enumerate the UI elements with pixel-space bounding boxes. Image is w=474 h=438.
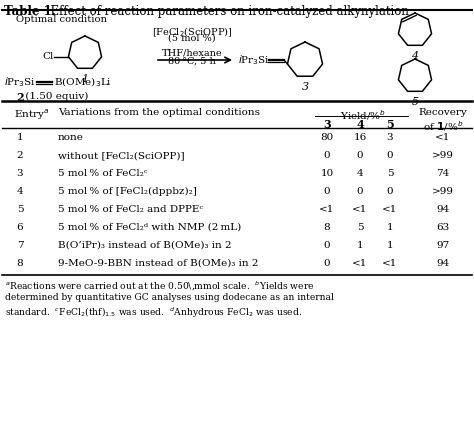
Text: 80: 80 (320, 133, 334, 142)
Text: 6: 6 (17, 223, 23, 232)
Text: standard.  $^c$FeCl$_2$(thf)$_{1.5}$ was used.  $^d$Anhydrous FeCl$_2$ was used.: standard. $^c$FeCl$_2$(thf)$_{1.5}$ was … (5, 306, 302, 321)
Text: >99: >99 (432, 187, 454, 196)
Text: 0: 0 (324, 151, 330, 160)
Text: 5: 5 (387, 169, 393, 178)
Text: 94: 94 (437, 205, 450, 214)
Text: 74: 74 (437, 169, 450, 178)
Text: 1: 1 (82, 74, 89, 84)
Text: [FeCl$_2$(SciOPP)]: [FeCl$_2$(SciOPP)] (152, 25, 232, 39)
Text: >99: >99 (432, 151, 454, 160)
Text: 2: 2 (16, 92, 24, 103)
Text: Variations from the optimal conditions: Variations from the optimal conditions (58, 108, 260, 117)
Text: Cl: Cl (42, 52, 54, 61)
Text: 3: 3 (323, 119, 331, 130)
Text: 63: 63 (437, 223, 450, 232)
Text: 1: 1 (17, 133, 23, 142)
Text: <1: <1 (383, 205, 398, 214)
Text: 5: 5 (386, 119, 394, 130)
Text: 80 °C, 5 h: 80 °C, 5 h (168, 57, 216, 66)
Text: 5: 5 (17, 205, 23, 214)
Text: 5 mol % of FeCl₂ᵈ with NMP (2 mL): 5 mol % of FeCl₂ᵈ with NMP (2 mL) (58, 223, 241, 232)
Text: 1: 1 (387, 223, 393, 232)
Text: B(OMe)$_3$Li: B(OMe)$_3$Li (54, 75, 112, 89)
Text: of $\mathbf{1}$/%$^b$: of $\mathbf{1}$/%$^b$ (423, 119, 463, 133)
Text: 5 mol % of FeCl₂ᶜ: 5 mol % of FeCl₂ᶜ (58, 169, 147, 178)
Text: 0: 0 (357, 187, 363, 196)
Text: 94: 94 (437, 259, 450, 268)
Text: 3: 3 (301, 82, 309, 92)
Text: 5 mol % of FeCl₂ and DPPEᶜ: 5 mol % of FeCl₂ and DPPEᶜ (58, 205, 203, 214)
Text: 0: 0 (357, 151, 363, 160)
Text: 16: 16 (354, 133, 366, 142)
Text: 0: 0 (324, 259, 330, 268)
Text: Table 1.: Table 1. (4, 5, 56, 18)
Text: Optimal condition: Optimal condition (16, 15, 107, 24)
Text: $^a$Reactions were carried out at the 0.50\,mmol scale.  $^b$Yields were: $^a$Reactions were carried out at the 0.… (5, 280, 314, 293)
Text: 1: 1 (357, 241, 363, 250)
Text: 5: 5 (411, 97, 419, 107)
Text: 5: 5 (357, 223, 363, 232)
Text: <1: <1 (435, 133, 451, 142)
Text: Recovery: Recovery (419, 108, 467, 117)
Text: 4: 4 (411, 51, 419, 61)
Text: Yield/%$^b$: Yield/%$^b$ (340, 108, 387, 122)
Text: Entry$^a$: Entry$^a$ (14, 108, 49, 122)
Text: 97: 97 (437, 241, 450, 250)
Text: 3: 3 (17, 169, 23, 178)
Text: <1: <1 (352, 259, 368, 268)
Text: 9-MeO-9-BBN instead of B(OMe)₃ in 2: 9-MeO-9-BBN instead of B(OMe)₃ in 2 (58, 259, 258, 268)
Text: (1.50 equiv): (1.50 equiv) (22, 92, 88, 101)
Text: 4: 4 (356, 119, 364, 130)
Text: 8: 8 (324, 223, 330, 232)
Text: 0: 0 (387, 151, 393, 160)
Text: $i$Pr$_3$Si: $i$Pr$_3$Si (4, 75, 36, 89)
Text: 2: 2 (17, 151, 23, 160)
Text: Effect of reaction parameters on iron-catalyzed alkynylation: Effect of reaction parameters on iron-ca… (43, 5, 409, 18)
Text: none: none (58, 133, 84, 142)
Text: 5 mol % of [FeCl₂(dppbz)₂]: 5 mol % of [FeCl₂(dppbz)₂] (58, 187, 197, 196)
Text: 0: 0 (324, 241, 330, 250)
Text: <1: <1 (352, 205, 368, 214)
Text: 7: 7 (17, 241, 23, 250)
Text: <1: <1 (319, 205, 335, 214)
Text: without [FeCl₂(SciOPP)]: without [FeCl₂(SciOPP)] (58, 151, 185, 160)
Text: THF/hexane: THF/hexane (162, 48, 222, 57)
Text: 0: 0 (387, 187, 393, 196)
Text: $i$Pr$_3$Si: $i$Pr$_3$Si (238, 53, 270, 67)
Text: 10: 10 (320, 169, 334, 178)
Text: <1: <1 (383, 259, 398, 268)
Text: B(O’iPr)₃ instead of B(OMe)₃ in 2: B(O’iPr)₃ instead of B(OMe)₃ in 2 (58, 241, 232, 250)
Text: 4: 4 (357, 169, 363, 178)
Text: determined by quantitative GC analyses using dodecane as an internal: determined by quantitative GC analyses u… (5, 293, 334, 302)
Text: 3: 3 (387, 133, 393, 142)
Text: 8: 8 (17, 259, 23, 268)
Text: 4: 4 (17, 187, 23, 196)
Text: 0: 0 (324, 187, 330, 196)
Text: 1: 1 (387, 241, 393, 250)
Text: (5 mol %): (5 mol %) (168, 34, 216, 43)
